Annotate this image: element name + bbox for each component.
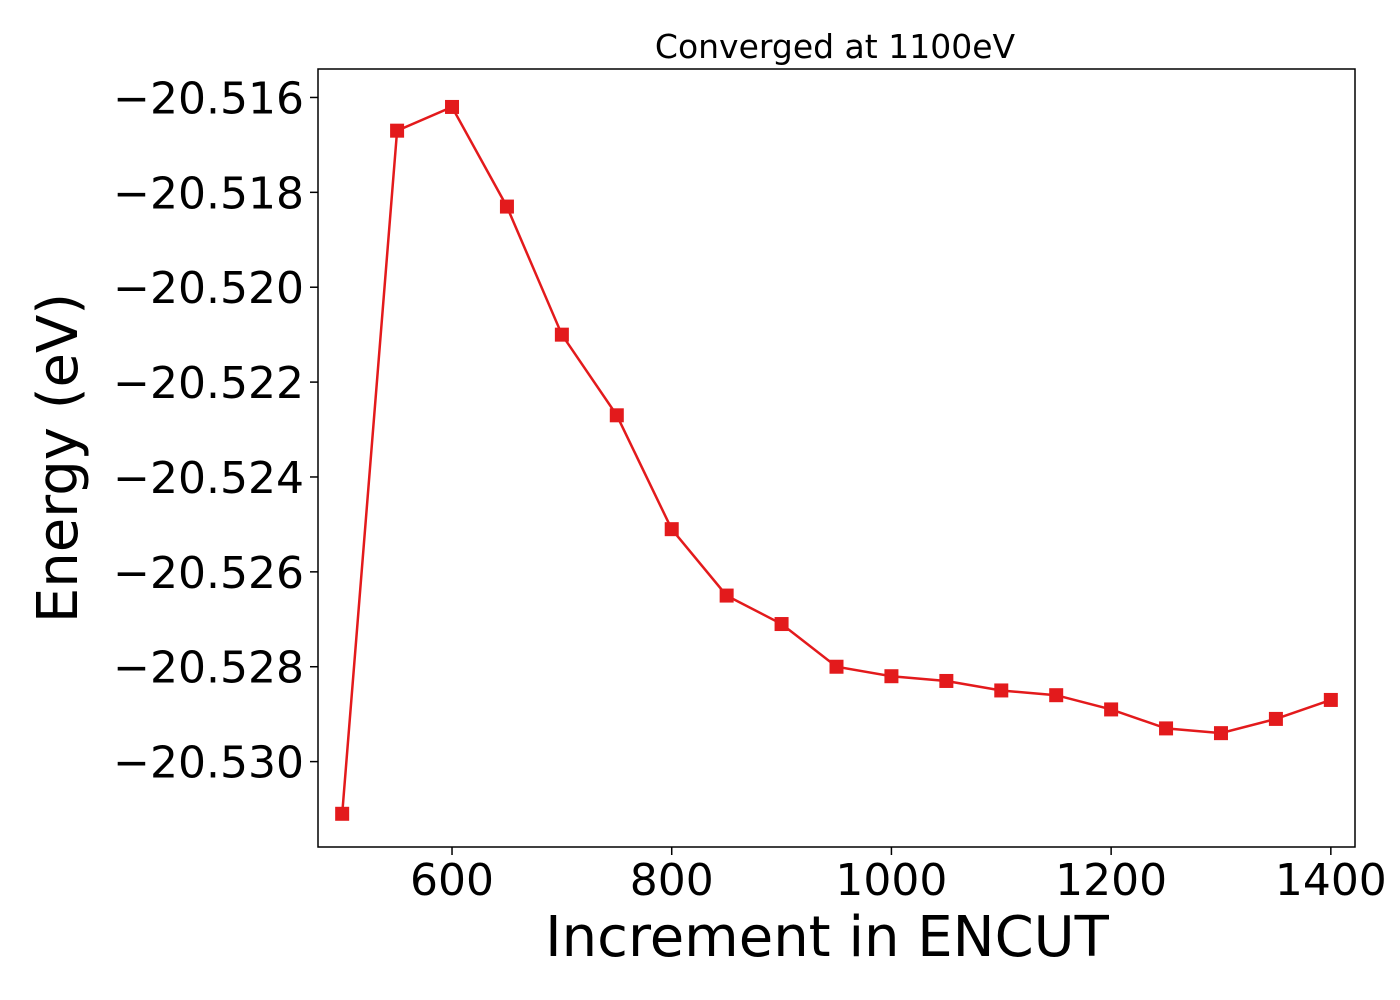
x-tick-label: 1400 <box>1275 855 1387 906</box>
data-point-marker <box>829 659 844 674</box>
y-tick-label: −20.522 <box>113 358 304 409</box>
y-tick-label: −20.518 <box>113 168 304 219</box>
data-point-marker <box>884 669 899 684</box>
data-point-marker <box>1159 721 1174 736</box>
x-tick-label: 800 <box>630 855 714 906</box>
x-tick-label: 1000 <box>835 855 947 906</box>
data-point-marker <box>939 673 954 688</box>
series-line <box>340 105 1332 814</box>
data-point-marker <box>774 617 789 632</box>
y-tick-label: −20.516 <box>113 73 304 124</box>
data-point-marker <box>554 327 569 342</box>
y-tick-label: −20.520 <box>113 263 304 314</box>
data-point-marker <box>499 199 514 214</box>
x-axis-label: Increment in ENCUT <box>545 905 1110 970</box>
x-tick-label: 1200 <box>1055 855 1167 906</box>
data-point-marker <box>664 522 679 537</box>
chart-title: Converged at 1100eV <box>655 27 1016 66</box>
data-point-marker <box>1213 726 1228 741</box>
data-point-marker <box>1104 702 1119 717</box>
plot-area <box>335 99 1338 821</box>
y-tick-label: −20.528 <box>113 643 304 694</box>
y-tick-label: −20.524 <box>113 453 304 504</box>
data-point-marker <box>1323 692 1338 707</box>
y-tick-label: −20.530 <box>113 738 304 789</box>
y-axis: −20.530 −20.528 −20.526 −20.524 −20.522 −20.5… <box>113 73 318 789</box>
y-axis-label: Energy (eV) <box>26 293 91 623</box>
x-axis: 600 800 1000 1200 1400 <box>410 847 1387 906</box>
data-point-marker <box>390 123 405 138</box>
data-point-marker <box>1268 711 1283 726</box>
data-point-marker <box>335 806 350 821</box>
data-point-marker <box>609 408 624 423</box>
plot-frame <box>317 68 1356 848</box>
data-point-marker <box>994 683 1009 698</box>
y-tick-label: −20.526 <box>113 548 304 599</box>
data-point-marker <box>445 99 460 114</box>
x-tick-label: 600 <box>410 855 494 906</box>
data-point-marker <box>1049 688 1064 703</box>
data-point-marker <box>719 588 734 603</box>
